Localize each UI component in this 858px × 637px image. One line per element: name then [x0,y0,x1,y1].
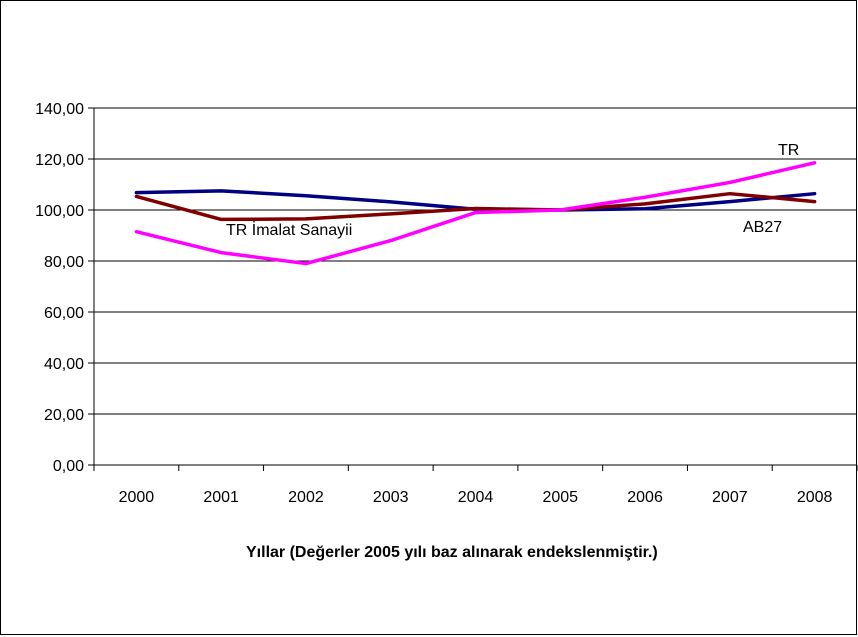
x-tick-label: 2001 [203,489,239,506]
y-tick-label: 60,00 [44,305,84,322]
x-axis-title: Yıllar (Değerler 2005 yılı baz alınarak … [246,544,658,561]
labels: 0,00 20,00 40,00 60,00 80,00 100,00 120,00 140,… [35,101,832,561]
y-tick-label: 120,00 [35,152,84,169]
x-tick-label: 2002 [288,489,324,506]
y-tick-label: 0,00 [53,458,84,475]
x-tick-label: 2007 [712,489,748,506]
series-label: AB27 [743,219,782,236]
y-tick-label: 80,00 [44,254,84,271]
y-tick-label: 40,00 [44,356,84,373]
series-label: TR [778,142,799,159]
x-tick-label: 2008 [797,489,833,506]
axes [88,107,858,471]
series-label: TR İmalat Sanayii [226,220,352,239]
x-tick-label: 2004 [458,489,494,506]
series-line [134,191,817,222]
series-lines [134,161,817,266]
x-tick-label: 2006 [627,489,663,506]
y-tick-label: 100,00 [35,203,84,220]
series-line [134,161,817,266]
y-tick-label: 140,00 [35,101,84,118]
x-tick-label: 2000 [119,489,155,506]
x-tick-label: 2003 [373,489,409,506]
grid-lines [94,107,857,415]
x-tick-label: 2005 [542,489,578,506]
y-tick-label: 20,00 [44,407,84,424]
